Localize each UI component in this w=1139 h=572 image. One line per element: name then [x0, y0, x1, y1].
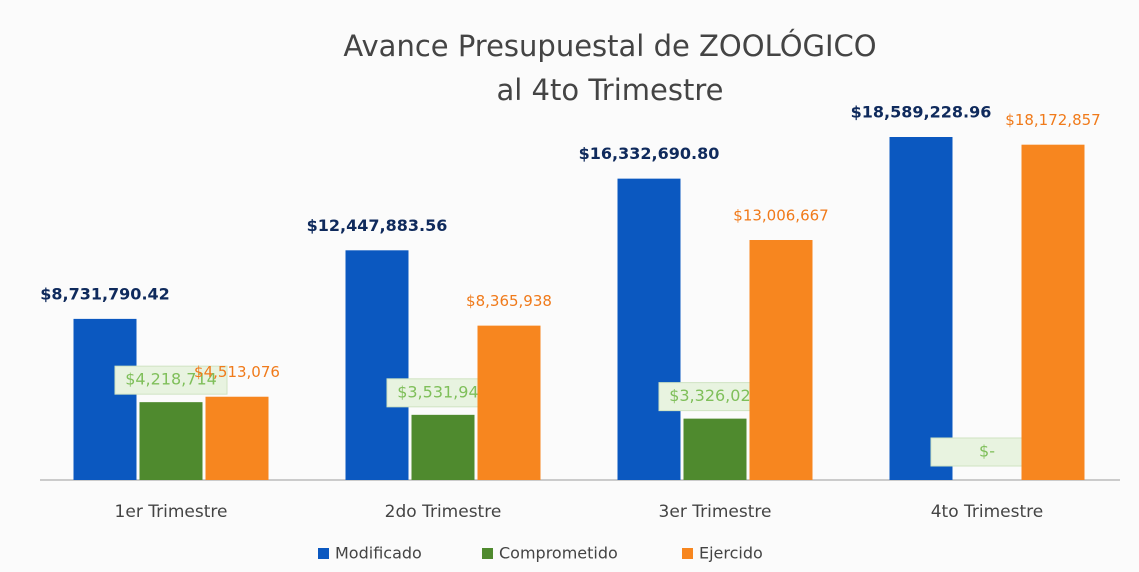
bar	[73, 318, 137, 480]
value-label: $3,326,023	[669, 386, 761, 405]
bar	[617, 178, 681, 481]
value-label: $13,006,667	[733, 207, 828, 225]
bar	[345, 250, 409, 480]
legend-label: Modificado	[335, 544, 422, 563]
bar	[683, 418, 747, 480]
chart-title: al 4to Trimestre	[497, 73, 724, 107]
legend-swatch	[682, 548, 693, 559]
x-tick-label: 2do Trimestre	[385, 502, 502, 522]
legend-swatch	[482, 548, 493, 559]
legend-label: Comprometido	[499, 544, 618, 563]
value-label: $3,531,945	[397, 382, 489, 401]
legend-swatch	[318, 548, 329, 559]
bar	[139, 402, 203, 480]
bar	[749, 240, 813, 480]
legend-label: Ejercido	[699, 544, 763, 563]
value-label: $18,172,857	[1005, 111, 1100, 129]
x-tick-label: 3er Trimestre	[659, 502, 772, 522]
x-tick-label: 4to Trimestre	[931, 502, 1044, 522]
value-label: $8,731,790.42	[40, 284, 170, 303]
bar	[205, 396, 269, 480]
value-label: $8,365,938	[466, 292, 552, 310]
value-label: $-	[979, 442, 995, 461]
x-tick-label: 1er Trimestre	[115, 502, 228, 522]
bar	[411, 414, 475, 480]
bar	[477, 325, 541, 480]
bar	[889, 137, 953, 480]
value-label-box	[114, 365, 228, 395]
value-label: $16,332,690.80	[579, 144, 720, 163]
bar	[1021, 144, 1085, 480]
value-label: $4,218,714	[125, 370, 217, 389]
value-label: $18,589,228.96	[851, 103, 992, 122]
value-label: $4,513,076	[194, 363, 280, 381]
chart-title: Avance Presupuestal de ZOOLÓGICO	[343, 29, 876, 63]
value-label: $12,447,883.56	[307, 216, 448, 235]
